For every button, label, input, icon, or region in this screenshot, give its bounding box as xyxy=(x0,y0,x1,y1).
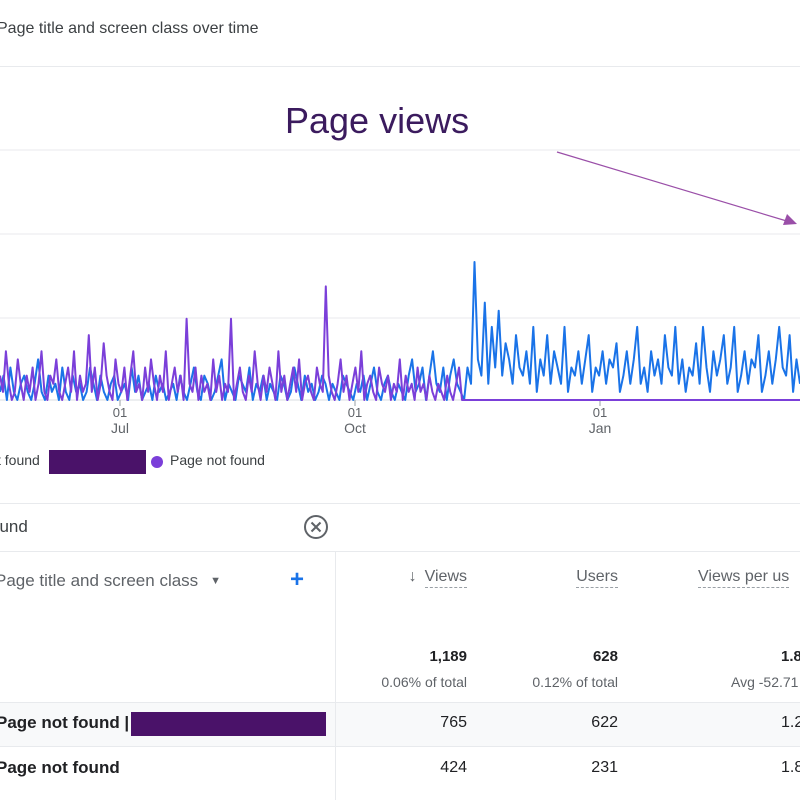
clear-search-button[interactable] xyxy=(303,514,329,540)
row-1-views: 765 xyxy=(440,714,467,731)
row-2-views: 424 xyxy=(440,759,467,776)
x-tick-month-2: Oct xyxy=(344,420,366,436)
annotation-arrow xyxy=(556,151,791,223)
x-tick-month-1: Jul xyxy=(111,420,129,436)
chart-table-divider xyxy=(0,503,800,504)
search-input[interactable]: ound xyxy=(0,517,28,536)
x-tick-day-1: 01 xyxy=(113,405,127,420)
card-title: Page title and screen class over time xyxy=(0,20,259,37)
dimension-header-label: Page title and screen class xyxy=(0,571,199,590)
column-users-label: Users xyxy=(576,568,618,588)
column-header-views-per-user[interactable]: Views per us xyxy=(698,568,790,588)
row-2-users: 231 xyxy=(591,759,618,776)
row-1-vpu: 1.2 xyxy=(781,714,800,731)
dimension-selector[interactable]: Page title and screen class ▼ xyxy=(0,571,221,591)
column-vpu-label: Views per us xyxy=(698,568,790,588)
total-vpu-avg: Avg -52.71 xyxy=(731,674,799,690)
series-line-all xyxy=(0,261,800,401)
total-views-share: 0.06% of total xyxy=(381,674,467,690)
total-users-share: 0.12% of total xyxy=(532,674,618,690)
total-views: 1,189 xyxy=(429,648,467,665)
column-views-label: Views xyxy=(424,568,467,588)
series-line-page-not-found xyxy=(0,285,800,401)
total-users: 628 xyxy=(592,648,618,665)
x-tick-day-2: 01 xyxy=(348,405,362,420)
close-circle-icon xyxy=(304,515,328,539)
total-vpu: 1.8 xyxy=(781,648,800,665)
legend-item-1-label[interactable]: t found xyxy=(0,452,40,468)
x-tick-day-3: 01 xyxy=(593,405,607,420)
row-divider-mid xyxy=(0,746,800,747)
legend-redaction xyxy=(49,450,146,474)
row-1-redaction xyxy=(131,712,326,736)
row-column-divider xyxy=(335,702,336,800)
add-dimension-button[interactable]: + xyxy=(290,566,305,593)
column-header-views[interactable]: ↓ Views xyxy=(408,568,467,588)
search-divider xyxy=(0,551,800,552)
annotation-arrowhead xyxy=(783,214,797,225)
arrow-down-icon: ↓ xyxy=(408,568,417,585)
row-2-label[interactable]: Page not found xyxy=(0,758,120,777)
column-divider xyxy=(335,552,336,800)
caret-down-icon: ▼ xyxy=(210,575,222,587)
row-divider-top xyxy=(0,702,800,703)
chart: 01 Jul 01 Oct 01 Jan xyxy=(0,149,800,436)
legend-dot-purple xyxy=(151,456,163,468)
row-1-users: 622 xyxy=(591,714,618,731)
column-header-users[interactable]: Users xyxy=(576,568,618,588)
x-tick-month-3: Jan xyxy=(589,420,612,436)
x-axis-ticks: 01 Jul 01 Oct 01 Jan xyxy=(111,400,611,436)
title-divider xyxy=(0,66,800,67)
row-1-label[interactable]: Page not found | xyxy=(0,713,130,732)
legend-item-2-label[interactable]: Page not found xyxy=(170,452,265,468)
annotation-label: Page views xyxy=(285,100,470,141)
row-2-vpu: 1.8 xyxy=(781,759,800,776)
